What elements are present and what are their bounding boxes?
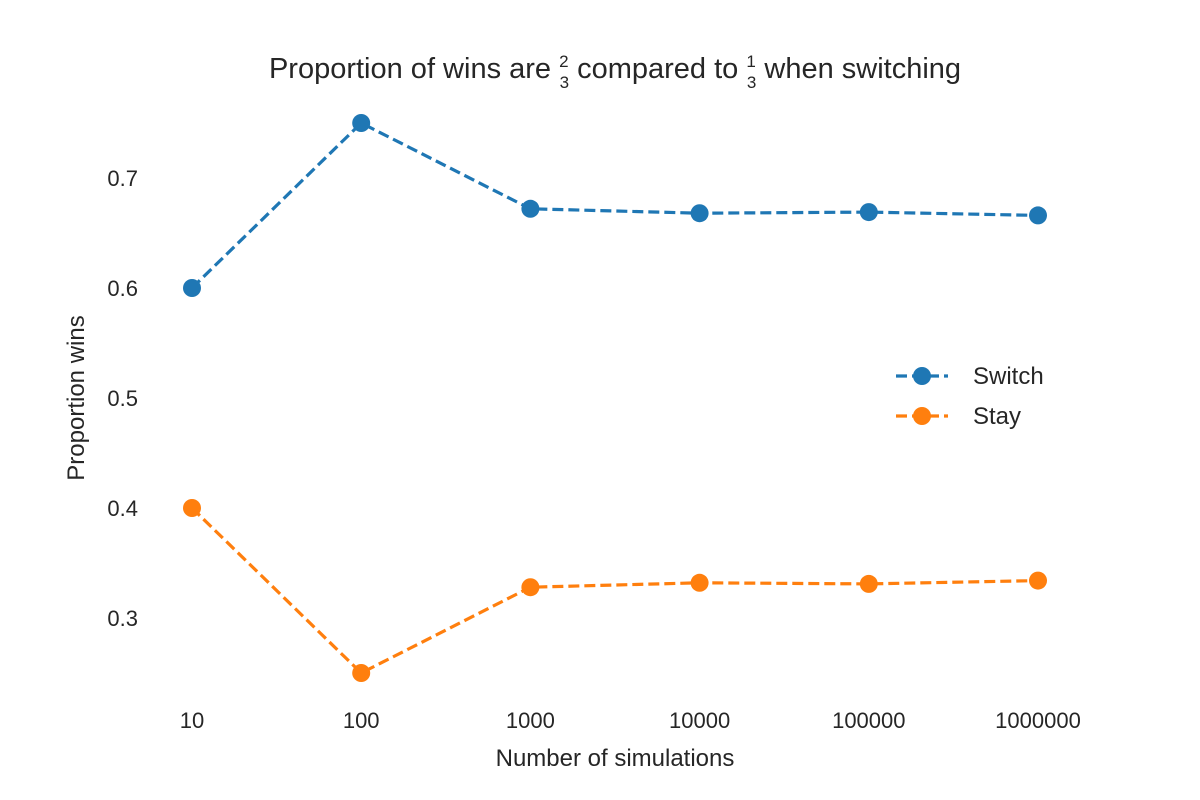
title-part-2: compared to (569, 53, 746, 85)
title-fraction-2-denominator: 3 (747, 73, 756, 92)
legend: Switch Stay (896, 363, 1044, 430)
x-tick-label: 1000000 (995, 708, 1081, 733)
x-tick-label: 100 (343, 708, 380, 733)
x-axis-ticks: 10 100 1000 10000 100000 1000000 (180, 708, 1081, 733)
data-point-switch (690, 204, 709, 223)
data-point-switch (1029, 206, 1047, 225)
y-tick-label: 0.4 (107, 496, 138, 521)
series-line-switch (190, 121, 1039, 290)
data-point-stay (183, 499, 201, 517)
x-tick-label: 10 (180, 708, 204, 733)
y-tick-label: 0.3 (107, 606, 138, 631)
title-part-1: Proportion of wins are (269, 53, 559, 85)
x-tick-label: 10000 (669, 708, 730, 733)
legend-marker-switch (913, 367, 931, 385)
title-part-3: when switching (756, 53, 961, 85)
x-axis-label: Number of simulations (496, 745, 735, 772)
x-tick-label: 100000 (832, 708, 905, 733)
y-tick-label: 0.6 (107, 276, 138, 301)
y-tick-label: 0.5 (107, 386, 138, 411)
legend-label-switch: Switch (973, 363, 1044, 390)
y-axis-label: Proportion wins (63, 315, 90, 480)
legend-label-stay: Stay (973, 403, 1021, 430)
data-point-switch (352, 114, 371, 132)
legend-marker-stay (913, 407, 931, 425)
data-point-stay (1029, 571, 1047, 590)
series-layer (183, 114, 1047, 682)
data-point-stay (521, 578, 540, 597)
title-fraction-1-numerator: 2 (559, 52, 568, 71)
data-point-switch (183, 279, 201, 297)
data-point-stay (859, 574, 878, 593)
y-tick-label: 0.7 (107, 166, 138, 191)
data-point-switch (521, 199, 540, 218)
x-tick-label: 1000 (506, 708, 555, 733)
data-point-switch (859, 203, 878, 222)
series-line-stay (190, 506, 1039, 675)
data-point-stay (690, 573, 709, 592)
title-fraction-1-denominator: 3 (560, 73, 569, 92)
data-point-stay (352, 664, 371, 682)
y-axis-ticks: 0.3 0.4 0.5 0.6 0.7 (107, 166, 138, 631)
title-fraction-2-numerator: 1 (746, 52, 755, 71)
